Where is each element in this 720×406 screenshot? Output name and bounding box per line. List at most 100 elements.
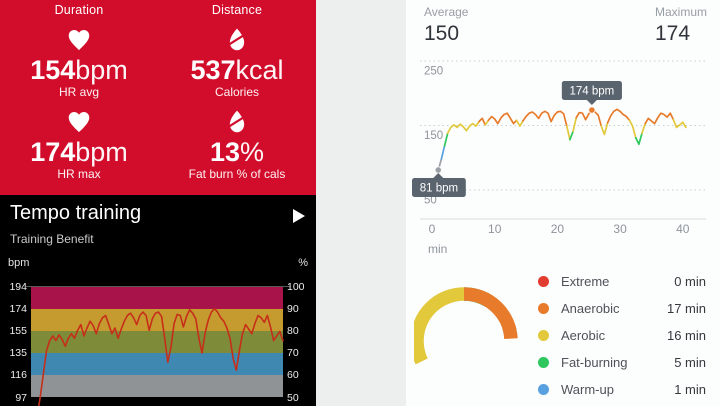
hr-tooltip: 174 bpm (561, 81, 622, 106)
legend-label: Extreme (561, 274, 610, 289)
zone-duration-donut (414, 287, 518, 395)
hr-analysis-card: Average 150 Maximum 174 250 150 50 0 10 20 30 4… (406, 0, 720, 406)
zone-chart-topline (26, 286, 290, 287)
average-hr-block: Average 150 (424, 5, 468, 46)
legend-value: 16 min (666, 328, 706, 343)
training-title: Tempo training (10, 202, 142, 224)
hr-marker-dot (434, 166, 442, 174)
svg-text:81 bpm: 81 bpm (420, 183, 458, 195)
legend-value: 0 min (674, 274, 706, 289)
hr-line-segment (515, 119, 524, 127)
hr-line-segment (443, 132, 449, 147)
pct-tick: 50 (287, 391, 299, 404)
hr-line-segment (575, 109, 603, 127)
hr-marker-dot (588, 106, 596, 114)
zone-band-aerobic (31, 331, 283, 354)
hr-line-segment (484, 119, 490, 126)
legend-label: Fat-burning (561, 355, 628, 370)
pct-tick: 60 (287, 369, 299, 382)
svg-text:30: 30 (613, 222, 627, 236)
stat-calories: 537kcal Calories (158, 17, 316, 99)
stat-value: 537kcal (190, 55, 284, 85)
bpm-tick: 194 (9, 281, 27, 293)
stat-label: HR avg (58, 85, 99, 99)
svg-text:40: 40 (676, 222, 690, 236)
maximum-label: Maximum (654, 5, 707, 19)
hr-line-segment (569, 130, 574, 141)
play-button[interactable] (291, 208, 307, 224)
pct-tick: 90 (287, 303, 299, 316)
hr-zone-bands (31, 287, 283, 398)
duration-column-label: Duration (54, 3, 104, 17)
stats-grid: 154bpm HR avg 537kcal Calories 174bpm HR… (0, 17, 316, 181)
svg-text:250: 250 (424, 66, 443, 78)
hr-line-segment (565, 125, 571, 141)
legend-dot-icon (538, 330, 549, 341)
svg-text:0: 0 (429, 222, 436, 236)
stat-hr-max: 174bpm HR max (0, 99, 158, 181)
pct-tick: 80 (287, 325, 299, 338)
svg-text:min: min (428, 242, 447, 256)
bpm-tick: 116 (10, 369, 27, 382)
svg-text:150: 150 (424, 130, 443, 142)
workout-summary-card: Duration Distance 154bpm HR avg 537kcal (0, 0, 316, 406)
pct-tick: 100 (287, 281, 305, 293)
legend-row-extreme: Extreme 0 min (538, 268, 706, 295)
hr-line-segment (522, 110, 568, 127)
legend-label: Anaerobic (561, 301, 620, 316)
flame-icon (224, 27, 250, 53)
pct-tick: 70 (287, 347, 299, 360)
zone-band-extreme (31, 287, 283, 310)
flame-icon (224, 109, 250, 135)
legend-dot-icon (538, 357, 549, 368)
stat-fat-burn: 13% Fat burn % of cals (158, 99, 316, 181)
zone-legend: Extreme 0 min Anaerobic 17 min Aerobic 16 min… (538, 268, 706, 403)
distance-column-label: Distance (211, 3, 263, 17)
stat-hr-avg: 154bpm HR avg (0, 17, 158, 99)
bpm-tick: 174 (9, 303, 27, 316)
heart-icon (66, 109, 92, 135)
zone-axis-unit-pct: % (298, 257, 308, 269)
hr-tooltip: 81 bpm (412, 173, 466, 198)
svg-text:20: 20 (551, 222, 565, 236)
zone-band-warm-up (31, 375, 283, 398)
zone-band-fat-burning (31, 353, 283, 376)
stat-label: HR max (57, 167, 101, 181)
legend-label: Aerobic (561, 328, 606, 343)
stats-column-headers: Duration Distance (0, 0, 316, 17)
hr-line-segment (672, 118, 687, 129)
legend-row-warm-up: Warm-up 1 min (538, 376, 706, 403)
stat-value: 154bpm (30, 55, 128, 85)
legend-value: 17 min (666, 301, 706, 316)
bpm-tick: 135 (9, 347, 27, 360)
legend-label: Warm-up (561, 382, 614, 397)
legend-row-fat-burning: Fat-burning 5 min (538, 349, 706, 376)
hr-line-segment (487, 112, 518, 125)
heart-icon (66, 27, 92, 53)
svg-text:10: 10 (488, 222, 502, 236)
stat-label: Fat burn % of cals (188, 167, 286, 181)
donut-segment-anaerobic (414, 287, 518, 395)
stat-value: 13% (209, 137, 265, 167)
hr-line-segment (572, 116, 578, 133)
zone-band-anaerobic (31, 309, 283, 332)
average-label: Average (424, 5, 469, 19)
legend-value: 5 min (674, 355, 706, 370)
maximum-value: 174 (654, 22, 691, 45)
svg-text:50: 50 (424, 195, 437, 207)
hr-line-chart: 250 150 50 0 10 20 30 40 min 174 bpm 81 bpm (412, 60, 706, 256)
legend-dot-icon (538, 276, 549, 287)
svg-text:174 bpm: 174 bpm (570, 86, 615, 98)
hr-line-segment (606, 108, 631, 124)
legend-dot-icon (538, 303, 549, 314)
stat-value: 174bpm (30, 137, 128, 167)
stat-label: Calories (214, 85, 259, 99)
training-subtitle: Training Benefit (10, 232, 94, 246)
training-benefit-panel: Tempo training Training Benefit bpm % 19… (0, 195, 316, 406)
legend-row-anaerobic: Anaerobic 17 min (538, 295, 706, 322)
bpm-tick: 97 (15, 391, 27, 404)
maximum-hr-block: Maximum 174 (655, 5, 707, 46)
zone-axis-unit-bpm: bpm (8, 257, 30, 269)
hr-line-segment (644, 112, 675, 125)
